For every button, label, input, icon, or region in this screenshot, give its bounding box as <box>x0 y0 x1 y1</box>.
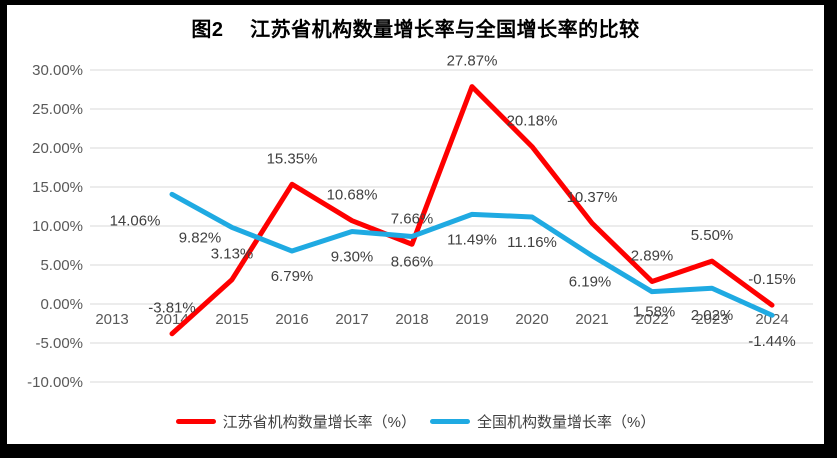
data-label: 3.13% <box>211 246 254 263</box>
y-axis-label: 25.00% <box>32 101 83 118</box>
data-label: 6.19% <box>569 274 612 291</box>
chart-area: 图2 江苏省机构数量增长率与全国增长率的比较 30.00% 25.00% 20.00… <box>7 5 824 444</box>
x-axis-label: 2020 <box>515 311 548 328</box>
data-label: 2.89% <box>631 247 674 264</box>
data-label: 7.66% <box>391 210 434 227</box>
x-axis-label: 2017 <box>335 311 368 328</box>
data-label: 9.30% <box>331 248 374 265</box>
data-label: 20.18% <box>507 113 558 130</box>
series-line-1 <box>169 191 775 318</box>
data-label: 10.68% <box>327 187 378 204</box>
data-label: 11.16% <box>507 234 557 251</box>
chart-legend: 江苏省机构数量增长率（%） 全国机构数量增长率（%） <box>7 411 824 432</box>
legend-item-national: 全国机构数量增长率（%） <box>430 411 655 432</box>
x-axis-label: 2021 <box>575 311 608 328</box>
data-label: 6.79% <box>271 268 314 285</box>
y-axis-label: -10.00% <box>27 374 83 391</box>
y-axis-label: 15.00% <box>32 179 83 196</box>
x-axis-label: 2016 <box>275 311 308 328</box>
y-axis-label: 20.00% <box>32 140 83 157</box>
data-label: 2.02% <box>691 307 734 324</box>
y-axis-label: 30.00% <box>32 62 83 79</box>
data-label: 27.87% <box>447 53 498 70</box>
x-axis-label: 2013 <box>95 311 128 328</box>
chart-title: 图2 江苏省机构数量增长率与全国增长率的比较 <box>191 19 640 41</box>
x-axis-label: 2018 <box>395 311 428 328</box>
data-label: 1.58% <box>633 304 676 321</box>
data-label: 5.50% <box>691 227 734 244</box>
series-line-0 <box>169 84 775 337</box>
plot-canvas: 30.00% 25.00% 20.00% 15.00% 10.00% 5.00% 0.00%… <box>27 53 813 391</box>
data-label: -1.44% <box>748 333 796 350</box>
legend-line-national-icon <box>430 419 470 424</box>
y-axis-label: -5.00% <box>35 335 83 352</box>
legend-line-jiangsu-icon <box>175 419 216 424</box>
y-axis-label: 5.00% <box>40 257 83 274</box>
data-label: 15.35% <box>267 150 318 167</box>
data-label: 11.49% <box>447 231 497 248</box>
legend-label-jiangsu: 江苏省机构数量增长率（%） <box>222 414 416 431</box>
x-axis-label: 2023 <box>695 311 728 328</box>
data-label: 14.06% <box>110 212 161 229</box>
data-label: -0.15% <box>748 271 796 288</box>
x-axis-label: 2022 <box>635 311 668 328</box>
x-axis-label: 2015 <box>215 311 248 328</box>
data-label: 10.37% <box>567 189 618 206</box>
data-label: -3.81% <box>148 300 196 317</box>
legend-label-national: 全国机构数量增长率（%） <box>477 414 656 431</box>
data-label: 8.66% <box>391 253 434 270</box>
legend-item-jiangsu: 江苏省机构数量增长率（%） <box>175 411 416 432</box>
y-axis-label: 10.00% <box>32 218 83 235</box>
y-axis-label: 0.00% <box>40 296 83 313</box>
data-label: 9.82% <box>179 229 222 246</box>
x-axis-label: 2019 <box>455 311 488 328</box>
x-axis-label: 2024 <box>755 311 788 328</box>
